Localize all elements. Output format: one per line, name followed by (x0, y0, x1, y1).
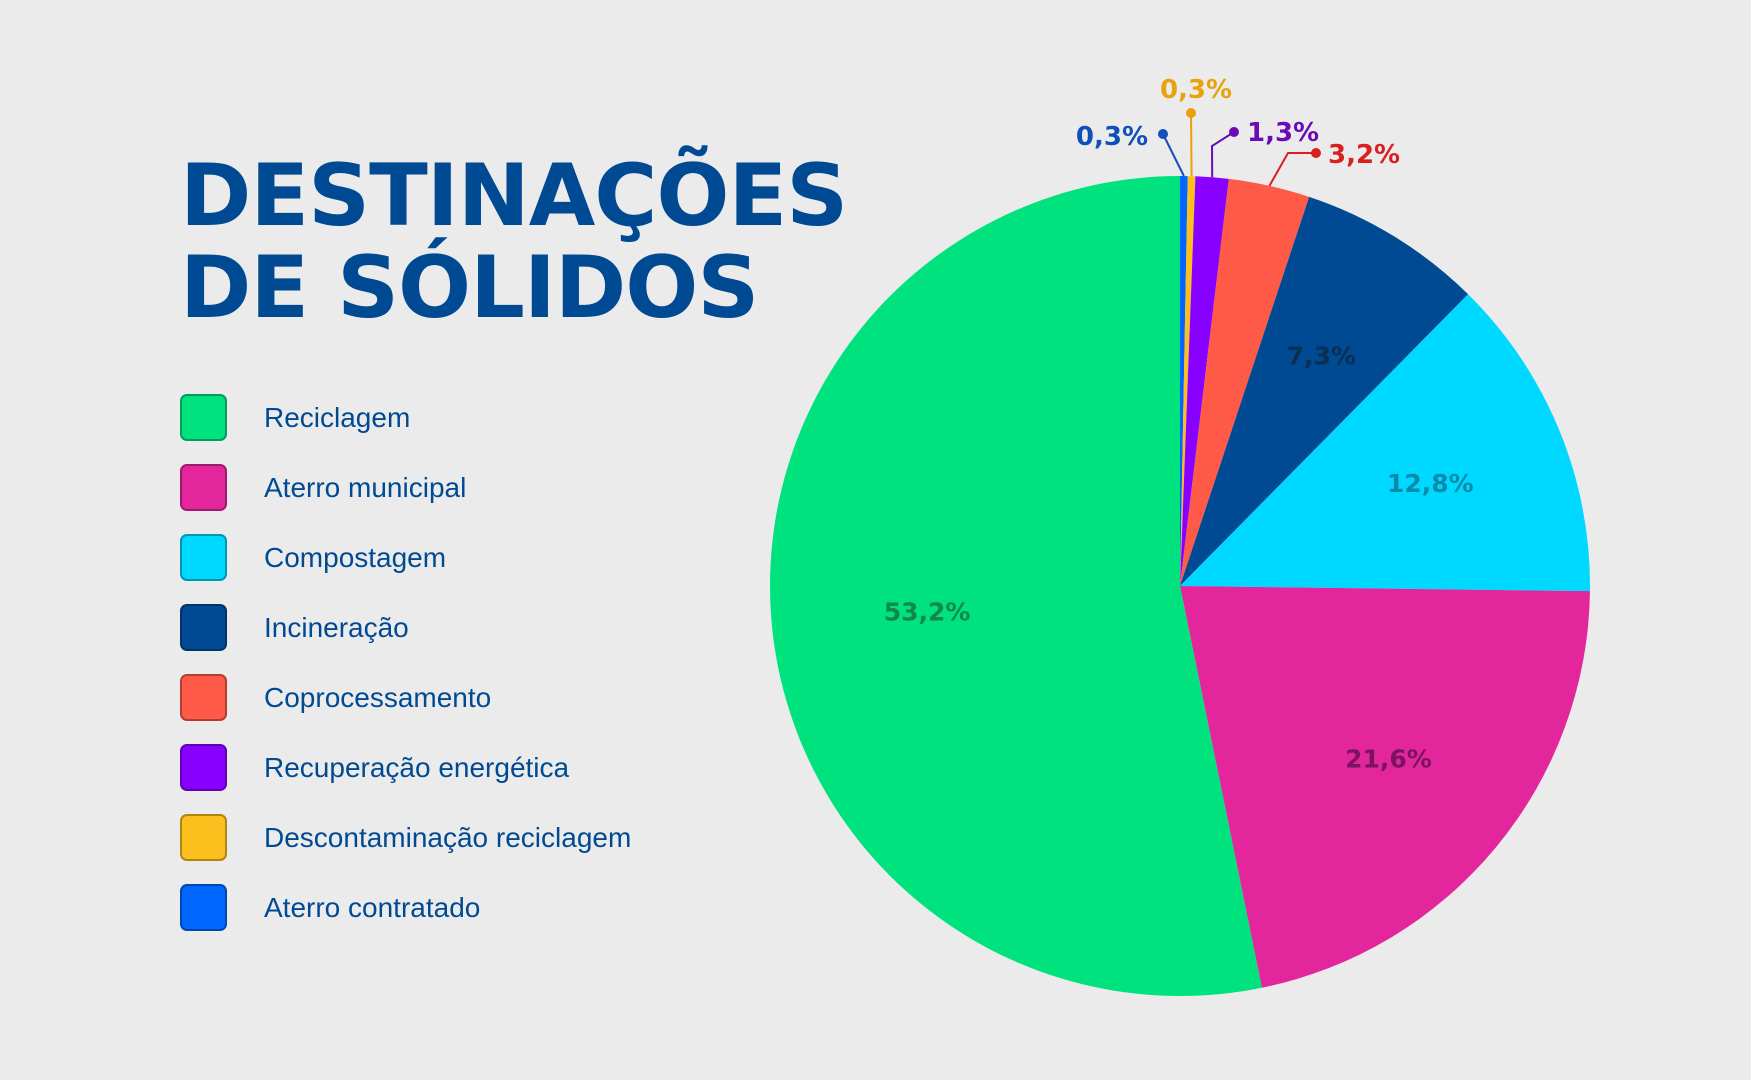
legend-label: Compostagem (264, 541, 447, 573)
legend-swatch (180, 674, 227, 721)
callout-line (1162, 133, 1185, 177)
pie-slice-coprocessamento (1180, 178, 1310, 587)
callout-line (1210, 131, 1235, 178)
data-label: 21,6% (1345, 745, 1432, 774)
legend-item: Recuperação energética (180, 743, 631, 792)
legend-item: Coprocessamento (180, 673, 631, 722)
legend-item: Reciclagem (180, 393, 631, 442)
data-label: 3,2% (1328, 140, 1400, 170)
chart-title-line-1: DESTINAÇÕES (180, 146, 848, 246)
data-label: 53,2% (884, 598, 971, 627)
legend-label: Aterro contratado (264, 891, 481, 923)
callout-dot (1186, 108, 1196, 118)
legend-item: Aterro contratado (180, 883, 631, 932)
callout-dot (1311, 148, 1321, 158)
pie-slice-recuperacao-energetica (1180, 176, 1229, 587)
data-label: 7,3% (1287, 341, 1356, 370)
legend-swatch (180, 604, 227, 651)
callout-dot (1158, 129, 1168, 139)
data-label: 1,3% (1247, 118, 1319, 148)
legend-label: Recuperação energética (264, 751, 570, 783)
pie-slice-aterro-municipal (1180, 586, 1590, 988)
legend-item: Aterro municipal (180, 463, 631, 512)
legend-label: Incineração (264, 611, 409, 643)
data-label: 12,8% (1387, 469, 1474, 498)
legend-swatch (180, 464, 227, 511)
legend-swatch (180, 744, 227, 791)
pie-slice-aterro-contratado (1180, 175, 1188, 586)
chart-title-line-2: DE SÓLIDOS (180, 238, 759, 338)
legend-swatch (180, 884, 227, 931)
pie-slice-incineracao (1180, 196, 1469, 586)
legend-label: Descontaminação reciclagem (264, 821, 632, 853)
legend-label: Aterro municipal (264, 471, 467, 503)
legend-label: Coprocessamento (264, 681, 492, 713)
data-label: 0,3% (1076, 122, 1148, 152)
legend: Reciclagem Aterro municipal Compostagem … (180, 393, 631, 953)
pie-slice-descontaminacao-reciclagem (1180, 176, 1196, 586)
legend-swatch (180, 394, 227, 441)
legend-label: Reciclagem (264, 401, 411, 433)
data-label: 0,3% (1160, 75, 1232, 105)
legend-item: Incineração (180, 603, 631, 652)
pie-slice-reciclagem (769, 176, 1262, 996)
callout-line (1190, 112, 1193, 177)
chart-title: DESTINAÇÕES DE SÓLIDOS (180, 146, 848, 338)
callout-dot (1229, 127, 1239, 137)
legend-item: Compostagem (180, 533, 631, 582)
pie-slice-compostagem (1180, 294, 1591, 592)
legend-swatch (180, 814, 227, 861)
callout-line (1268, 152, 1316, 187)
legend-swatch (180, 534, 227, 581)
legend-item: Descontaminação reciclagem (180, 813, 631, 862)
